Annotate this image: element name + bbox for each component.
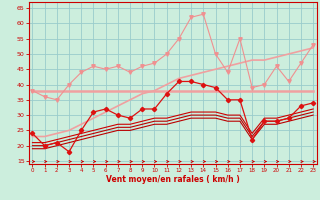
X-axis label: Vent moyen/en rafales ( km/h ): Vent moyen/en rafales ( km/h )	[106, 175, 240, 184]
